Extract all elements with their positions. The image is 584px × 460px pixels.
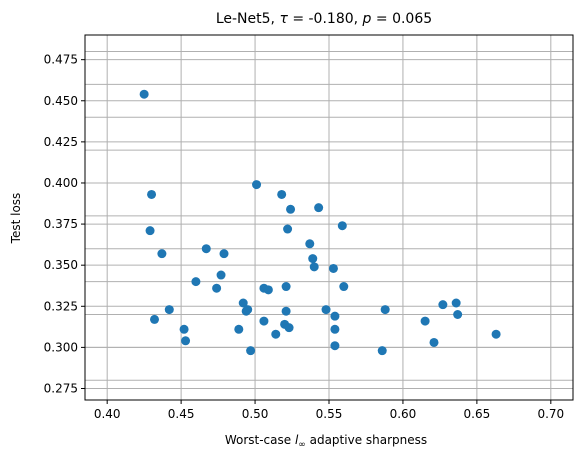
data-point <box>139 89 149 99</box>
data-point <box>212 283 222 293</box>
y-tick-label: 0.350 <box>44 258 78 272</box>
data-point <box>328 263 338 273</box>
data-point <box>164 305 174 315</box>
data-point <box>263 285 273 295</box>
data-point <box>377 346 387 356</box>
data-point <box>438 300 448 310</box>
data-point <box>420 316 430 326</box>
data-point <box>308 254 318 264</box>
data-point <box>219 249 229 259</box>
data-point <box>451 298 461 308</box>
x-tick-label: 0.65 <box>464 407 491 421</box>
y-tick-label: 0.400 <box>44 176 78 190</box>
x-tick-label: 0.45 <box>168 407 195 421</box>
data-point <box>330 341 340 351</box>
data-point <box>491 329 501 339</box>
data-point <box>286 204 296 214</box>
data-point <box>380 305 390 315</box>
data-point <box>147 189 157 199</box>
data-point <box>429 337 439 347</box>
y-tick-label: 0.375 <box>44 217 78 231</box>
y-axis-ticks: 0.275 0.300 0.325 0.350 0.375 0.400 0.425 0.450… <box>44 53 85 395</box>
y-tick-label: 0.475 <box>44 53 78 67</box>
data-point <box>330 324 340 334</box>
data-point <box>284 323 294 333</box>
x-tick-label: 0.55 <box>316 407 343 421</box>
y-axis-label: Test loss <box>9 193 23 245</box>
data-point <box>234 324 244 334</box>
x-tick-label: 0.70 <box>537 407 564 421</box>
data-point <box>252 180 262 190</box>
x-tick-label: 0.50 <box>242 407 269 421</box>
data-point <box>145 226 155 236</box>
data-point <box>283 224 293 234</box>
data-point <box>453 310 463 320</box>
grid-lines <box>85 35 573 400</box>
data-point <box>305 239 315 249</box>
x-tick-label: 0.60 <box>390 407 417 421</box>
data-point <box>216 270 226 280</box>
data-point <box>246 346 256 356</box>
data-point <box>339 282 349 292</box>
data-point <box>281 282 291 292</box>
data-point <box>191 277 201 287</box>
data-points <box>139 89 501 356</box>
y-tick-label: 0.275 <box>44 381 78 395</box>
data-point <box>181 336 191 346</box>
data-point <box>337 221 347 231</box>
y-tick-label: 0.425 <box>44 135 78 149</box>
data-point <box>150 314 160 324</box>
data-point <box>238 298 248 308</box>
x-axis-label: Worst-case l∞ adaptive sharpness <box>225 433 427 450</box>
data-point <box>277 189 287 199</box>
data-point <box>330 311 340 321</box>
data-point <box>281 306 291 316</box>
data-point <box>157 249 167 259</box>
data-point <box>314 203 324 213</box>
data-point <box>309 262 319 272</box>
y-tick-label: 0.300 <box>44 340 78 354</box>
data-point <box>243 305 253 315</box>
data-point <box>179 324 189 334</box>
x-tick-label: 0.40 <box>94 407 121 421</box>
data-point <box>259 316 269 326</box>
y-tick-label: 0.450 <box>44 94 78 108</box>
chart-title: Le-Net5, τ = -0.180, p = 0.065 <box>216 11 432 27</box>
x-axis-ticks: 0.40 0.45 0.50 0.55 0.60 0.65 0.70 <box>94 400 564 421</box>
data-point <box>271 329 281 339</box>
data-point <box>321 305 331 315</box>
y-tick-label: 0.325 <box>44 299 78 313</box>
data-point <box>201 244 211 254</box>
